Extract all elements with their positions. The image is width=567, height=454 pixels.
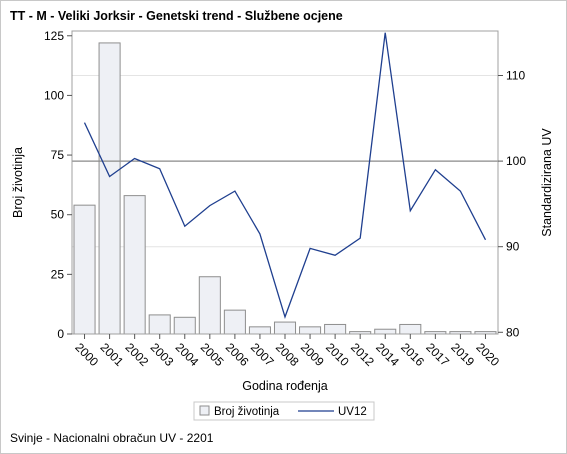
bar	[148, 314, 171, 335]
x-tick-label: 2002	[123, 340, 152, 369]
bar	[198, 276, 221, 335]
x-tick-label: 2010	[323, 340, 352, 369]
y-axis-label: Broj životinja	[11, 147, 25, 218]
y2-tick-label: 110	[506, 69, 525, 83]
y-tick-label: 0	[57, 327, 64, 341]
y-tick-label: 50	[51, 208, 65, 222]
legend-label-bar: Broj životinja	[214, 406, 280, 418]
x-tick-label: 2006	[223, 340, 252, 369]
x-tick-label: 2017	[423, 340, 452, 369]
bar	[173, 316, 196, 335]
y2-tick-label: 90	[506, 240, 520, 254]
bar	[299, 326, 322, 335]
bar	[399, 323, 422, 335]
bar	[248, 326, 271, 335]
y-tick-label: 100	[44, 88, 64, 102]
bar	[123, 195, 146, 335]
x-tick-label: 2014	[373, 340, 402, 369]
x-tick-label: 2012	[348, 340, 377, 369]
x-tick-label: 2004	[173, 340, 202, 369]
y2-axis-label: Standardizirana UV	[540, 128, 554, 237]
bar	[374, 328, 397, 335]
line-series	[83, 32, 487, 319]
x-tick-label: 2008	[273, 340, 302, 369]
y-tick-label: 125	[44, 29, 64, 43]
bar	[223, 309, 246, 335]
y2-tick-label: 80	[506, 325, 520, 339]
x-tick-label: 2009	[298, 340, 327, 369]
y2-tick-label: 100	[506, 154, 526, 168]
x-tick-label: 2001	[97, 340, 126, 369]
x-tick-label: 2019	[448, 340, 477, 369]
x-axis-label: Godina rođenja	[242, 379, 328, 393]
x-tick-label: 2016	[398, 340, 427, 369]
x-tick-label: 2000	[72, 340, 101, 369]
uv12-line	[83, 32, 487, 319]
legend: Broj životinja UV12	[193, 401, 375, 421]
footnote: Svinje - Nacionalni obračun UV - 2201	[10, 431, 214, 445]
legend-swatch-bar	[199, 405, 210, 416]
bar	[273, 321, 297, 335]
x-tick-label: 2007	[248, 340, 277, 369]
bar	[73, 204, 96, 335]
x-tick-label: 2003	[148, 340, 177, 369]
y-tick-label: 25	[51, 267, 65, 281]
chart-title: TT - M - Veliki Jorksir - Genetski trend…	[10, 9, 343, 23]
x-tick-label: 2020	[473, 340, 502, 369]
x-tick-label: 2005	[198, 340, 227, 369]
bar	[324, 323, 347, 335]
bar-series	[73, 42, 497, 335]
legend-label-line: UV12	[338, 406, 367, 418]
bar	[98, 42, 121, 335]
legend-box	[193, 401, 375, 421]
y-tick-label: 75	[51, 148, 65, 162]
